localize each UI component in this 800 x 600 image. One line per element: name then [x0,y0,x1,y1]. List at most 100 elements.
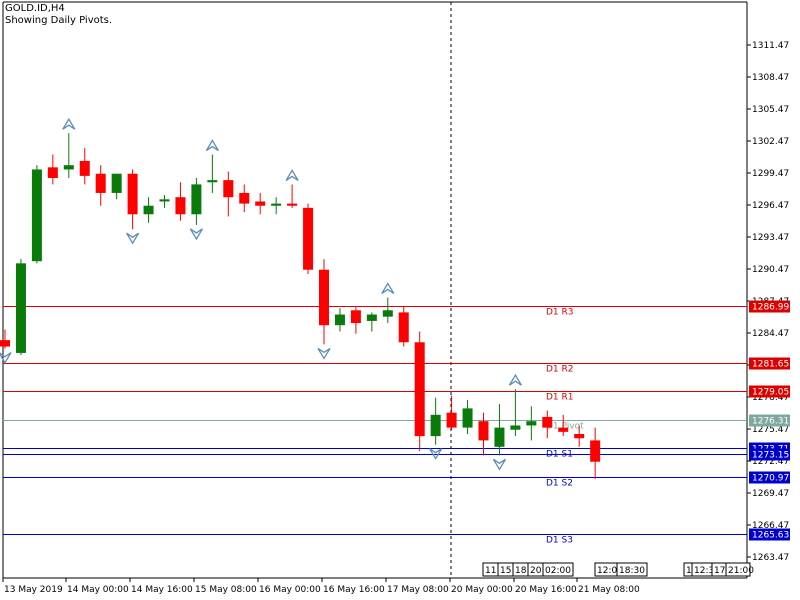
candle-body [334,314,345,326]
price-tag-7 [749,528,790,541]
price-tag-text-3: 1276.31 [752,417,789,427]
price-tag-text-0: 1286.99 [752,303,789,313]
price-tag-2 [749,385,790,398]
y-tick-label: 1305.47 [752,105,789,115]
x-tick-label: 20 May 16:00 [515,585,577,595]
x-tick-label: 14 May 00:00 [67,585,129,595]
candle-body [159,199,170,202]
fractal-up-icon [285,169,299,181]
time-box-text: 11: [485,566,499,576]
candle-body [143,205,154,215]
y-tick-label: 1299.47 [752,169,789,179]
x-tick-label: 15 May 08:00 [195,585,257,595]
fractal-down-icon [0,352,12,364]
y-tick-label: 1278.47 [752,393,789,403]
candle-body [398,312,409,343]
candle-body [47,167,58,178]
candle-body [382,310,393,317]
candle-body [558,427,569,432]
candle-body [574,434,585,439]
candle-body [255,201,266,206]
y-tick-label: 1284.47 [752,329,789,339]
candle-body [79,160,90,176]
candle-body [526,421,537,426]
time-box-right-text: 17 [714,566,725,576]
candle-body [510,425,521,430]
candle-body [319,269,329,326]
fractal-up-icon [508,373,522,386]
candle-body [494,427,505,447]
candle-body [31,169,42,262]
fractal-down-icon [126,232,140,245]
x-tick-label: 21 May 08:00 [578,585,640,595]
fractal-up-icon [205,139,219,152]
candle-body [287,203,298,206]
time-box-right-text: 12:3 [694,566,714,576]
candle-body [207,180,218,183]
candle-body [15,263,26,353]
fractal-down-icon [189,228,203,241]
candle-body [127,173,138,215]
candle-body [95,173,106,193]
candle-body [303,207,314,270]
y-tick-label: 1308.47 [752,73,789,83]
price-tag-1 [749,357,790,370]
indicator-note: Showing Daily Pivots. [5,15,113,26]
price-tag-6 [749,471,790,484]
y-tick-label: 1272.47 [752,457,789,467]
price-tag-text-1: 1281.65 [752,360,789,370]
y-tick-label: 1263.47 [752,553,789,563]
candle-body [239,192,250,204]
price-tag-0 [749,300,790,313]
x-tick-label: 13 May 2019 [4,585,63,595]
pivot-label-2: D1 R1 [546,393,574,403]
candle-body [446,412,457,428]
time-box-text: 15: [500,566,514,576]
fractal-down-icon [492,458,507,471]
candle-body [175,197,186,215]
time-box-right-text: 21:00 [728,566,754,576]
y-tick-label: 1269.47 [752,489,789,499]
candle-body [223,180,234,198]
candle-body [350,310,361,324]
y-tick-label: 1266.47 [752,521,789,531]
candle-body [191,184,202,215]
fractal-down-icon [429,448,443,460]
time-box-mid-text: 18:30 [619,566,645,576]
candle-body [542,416,553,428]
fractal-up-icon [381,282,395,295]
time-box-text: 02:00 [545,566,571,576]
price-tag-text-7: 1265.63 [752,531,789,541]
pivot-label-1: D1 R2 [546,365,574,375]
pivot-label-3: D1 Pivot [546,422,584,432]
pivot-label-0: D1 R3 [546,308,574,318]
x-tick-label: 16 May 00:00 [259,585,321,595]
x-tick-label: 17 May 08:00 [387,585,449,595]
y-tick-label: 1275.47 [752,425,789,435]
time-box-mid-text: 12:0 [597,566,617,576]
candle-body [0,340,10,347]
candle-body [462,408,473,428]
y-tick-label: 1296.47 [752,201,789,211]
price-tag-5 [749,448,790,461]
y-tick-label: 1302.47 [752,137,789,147]
candle-body [478,421,489,441]
x-tick-label: 20 May 00:00 [451,585,513,595]
time-box-text: 20: [530,566,544,576]
y-tick-label: 1293.47 [752,233,789,243]
candle-body [414,342,425,437]
fractal-up-icon [62,117,76,130]
time-box-box [542,562,574,577]
pivot-label-6: D1 S2 [546,479,573,489]
candle-body [63,165,74,170]
chart-title: GOLD.ID,H4 [5,3,65,14]
fractal-down-icon [317,347,331,360]
y-tick-label: 1290.47 [752,265,789,275]
candle-body [430,414,441,437]
time-box-right-text: 1 [686,566,692,576]
price-tag-3 [749,414,790,427]
candle-body [271,203,282,206]
pivot-label-7: D1 S3 [546,536,573,546]
